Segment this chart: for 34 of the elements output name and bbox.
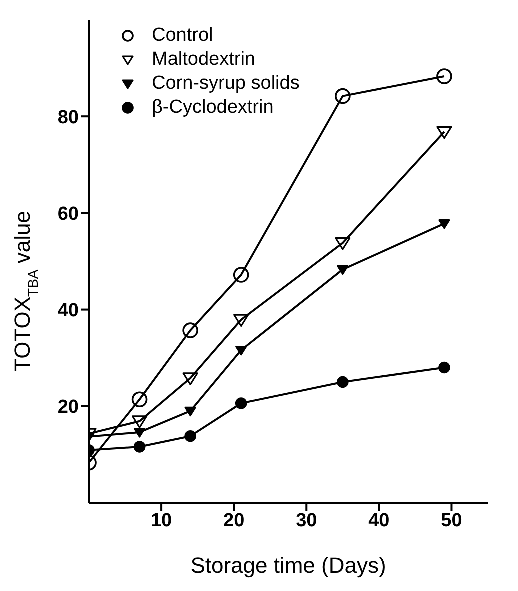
point <box>235 398 248 410</box>
point <box>436 68 452 84</box>
x-tick-label: 50 <box>441 510 462 532</box>
point <box>436 126 452 140</box>
y-tick-label: 60 <box>58 204 79 225</box>
legend-label: Control <box>152 24 214 48</box>
y-tick-label: 80 <box>58 107 79 128</box>
point <box>233 267 250 283</box>
x-axis-title: Storage time (Days) <box>190 553 386 578</box>
point <box>337 376 349 388</box>
point <box>182 372 198 386</box>
legend-label: Corn-syrup solids <box>152 72 300 96</box>
y-tick-label: 40 <box>58 300 79 322</box>
point <box>335 237 351 250</box>
x-tick-label: 10 <box>150 510 172 532</box>
point <box>134 441 146 453</box>
point <box>182 322 198 338</box>
y-tick-label: 20 <box>58 397 79 418</box>
x-tick-label: 30 <box>296 510 318 532</box>
legend-label: Maltodextrin <box>152 48 256 72</box>
point <box>337 265 349 276</box>
point <box>184 430 196 442</box>
point <box>184 406 196 417</box>
x-tick-label: 40 <box>368 510 390 532</box>
point <box>236 346 248 356</box>
point <box>438 362 450 374</box>
point <box>132 392 148 408</box>
point <box>234 314 250 328</box>
point <box>438 220 450 230</box>
legend-label: β-Cyclodextrin <box>152 96 274 120</box>
point <box>134 428 146 438</box>
x-tick-label: 20 <box>224 510 245 532</box>
point <box>132 416 148 428</box>
point <box>335 88 351 104</box>
